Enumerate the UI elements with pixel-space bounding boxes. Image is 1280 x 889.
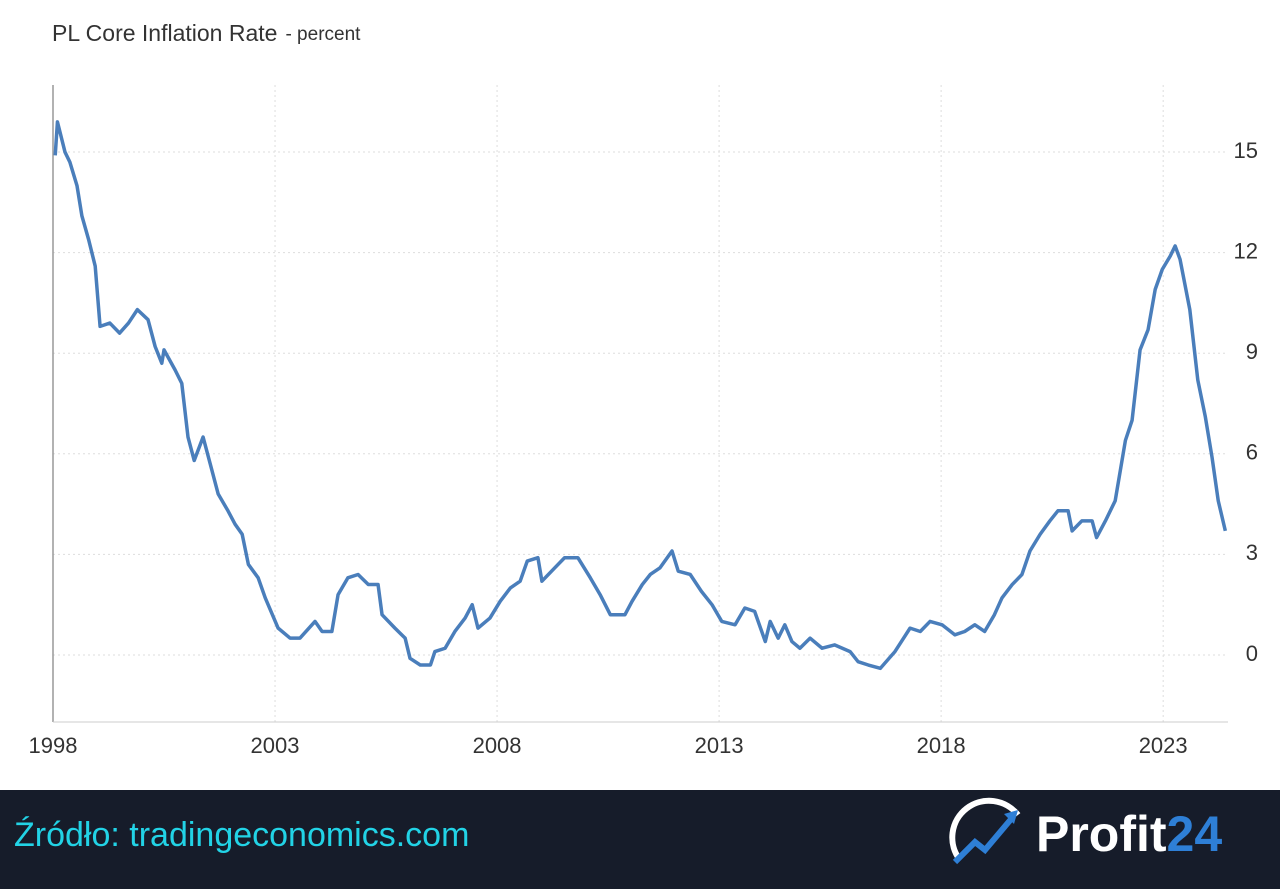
x-tick-label: 2013 bbox=[695, 733, 744, 758]
y-tick-label: 3 bbox=[1246, 540, 1258, 565]
source: Źródło: tradingeconomics.com bbox=[14, 816, 469, 854]
logo-icon bbox=[949, 797, 1021, 865]
chart-title: PL Core Inflation Rate - percent bbox=[52, 20, 361, 46]
subtitle: - percent bbox=[285, 24, 361, 45]
title: PL Core Inflation Rate bbox=[52, 20, 277, 46]
x-tick-label: 2003 bbox=[251, 733, 300, 758]
data-line bbox=[53, 120, 1228, 671]
x-tick-label: 2023 bbox=[1139, 733, 1188, 758]
x-tick-label: 1998 bbox=[29, 733, 78, 758]
y-tick-label: 6 bbox=[1246, 440, 1258, 465]
y-tick-label: 12 bbox=[1234, 238, 1258, 263]
brand: Profit24 bbox=[1036, 806, 1222, 862]
brand-name: Profit bbox=[1036, 806, 1167, 862]
y-tick-label: 0 bbox=[1246, 641, 1258, 666]
x-tick-label: 2008 bbox=[473, 733, 522, 758]
y-tick-label: 15 bbox=[1234, 138, 1258, 163]
y-tick-label: 9 bbox=[1246, 339, 1258, 364]
plot: 0 3 6 9 12 15 1998 2003 2008 2013 2018 2023 bbox=[29, 85, 1258, 758]
x-tick-label: 2018 bbox=[917, 733, 966, 758]
brand-number: 24 bbox=[1167, 806, 1223, 862]
footer-bar bbox=[0, 790, 1280, 889]
